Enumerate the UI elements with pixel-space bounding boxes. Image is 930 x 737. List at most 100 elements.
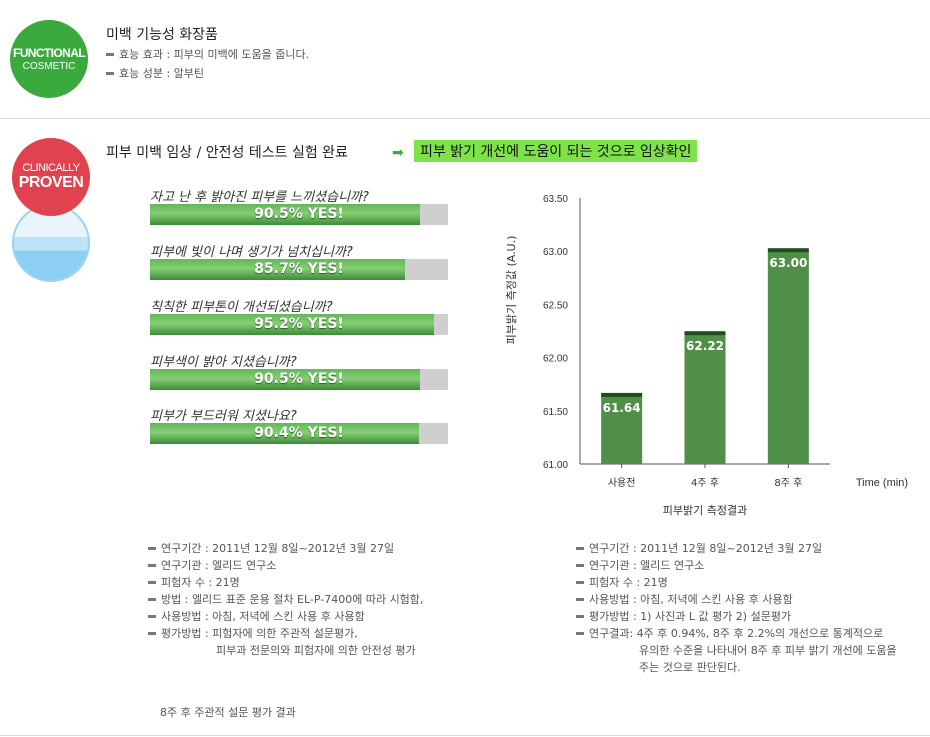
dash-icon (576, 546, 584, 550)
arrow-right-icon: ➡ (392, 145, 404, 161)
y-tick-label: 61.50 (543, 407, 568, 418)
survey-item: 피부에 빛이 나며 생기가 넘치십니까? 85.7% YES! (150, 241, 448, 280)
survey-item: 피부색이 밝아 지셨습니까? 90.5% YES! (150, 351, 448, 390)
note-text: 연구기간 : 2011년 12월 8일~2012년 3월 27일 (589, 542, 823, 555)
functional-badge-line2: COSMETIC (22, 61, 76, 72)
survey-bar: 90.4% YES! (150, 423, 448, 444)
notes-left: 연구기간 : 2011년 12월 8일~2012년 3월 27일 연구기관 : … (148, 540, 423, 659)
note-text: 피험자 수 : 21명 (589, 576, 668, 589)
x-tick-label: 4주 후 (691, 477, 719, 489)
survey-percent-label: 90.5% YES! (254, 206, 344, 222)
survey-bar: 85.7% YES! (150, 259, 448, 280)
note-row: 피험자 수 : 21명 (148, 574, 423, 591)
note-text: 연구결과: 4주 후 0.94%, 8주 후 2.2%의 개선으로 통계적으로 (589, 627, 884, 640)
note-row: 피험자 수 : 21명 (576, 574, 897, 591)
dash-icon (148, 597, 156, 601)
note-row: 평가방법 : 1) 사진과 L 값 평가 2) 설문평가 (576, 608, 897, 625)
survey-percent-label: 95.2% YES! (254, 316, 344, 332)
survey-question: 피부색이 밝아 지셨습니까? (150, 355, 297, 370)
note-text: 평가방법 : 피험자에 의한 주관적 설문평가, (161, 627, 358, 640)
skin-brightness-chart: 63.50 63.00 62.50 62.00 61.50 61.00 피부밝기 측정값 (… (505, 194, 908, 517)
y-tick-label: 63.50 (543, 194, 568, 205)
chart-bar-cap (684, 331, 726, 336)
functional-effect-line: 효능 효과 : 피부의 미백에 도움을 줍니다. (106, 46, 309, 62)
functional-effect-text: 효능 효과 : 피부의 미백에 도움을 줍니다. (119, 48, 310, 61)
survey-question: 자고 난 후 밝아진 피부를 느끼셨습니까? (150, 190, 369, 205)
dash-icon (106, 71, 114, 75)
note-text: 연구기관 : 엘리드 연구소 (589, 559, 705, 572)
note-text: 연구기간 : 2011년 12월 8일~2012년 3월 27일 (161, 542, 395, 555)
note-row: 연구결과: 4주 후 0.94%, 8주 후 2.2%의 개선으로 통계적으로 (576, 625, 897, 642)
clinically-proven-badge: CLINICALLY PROVEN (12, 138, 90, 216)
survey-bar: 90.5% YES! (150, 369, 448, 390)
note-text: 사용방법 : 아침, 저녁에 스킨 사용 후 사용함 (161, 610, 365, 623)
dash-icon (148, 546, 156, 550)
section-divider (0, 118, 930, 119)
functional-ingredient-line: 효능 성분 : 알부틴 (106, 65, 204, 81)
dash-icon (576, 631, 584, 635)
notes-right: 연구기간 : 2011년 12월 8일~2012년 3월 27일 연구기관 : … (576, 540, 897, 676)
dash-icon (148, 563, 156, 567)
survey-item: 칙칙한 피부톤이 개선되셨습니까? 95.2% YES! (150, 296, 448, 335)
survey-percent-label: 90.5% YES! (254, 371, 344, 387)
y-tick-label: 62.50 (543, 300, 568, 311)
note-row: 사용방법 : 아침, 저녁에 스킨 사용 후 사용함 (148, 608, 423, 625)
dash-icon (148, 580, 156, 584)
x-tick-label: 사용전 (608, 477, 636, 489)
clinical-badge-line2: PROVEN (18, 174, 84, 191)
dash-icon (576, 614, 584, 618)
note-continuation: 유의한 수준을 나타내어 8주 후 피부 밝기 개선에 도움을 (639, 644, 897, 657)
x-tick-label: 8주 후 (774, 477, 802, 489)
note-text: 연구기관 : 엘리드 연구소 (161, 559, 277, 572)
dash-icon (576, 563, 584, 567)
survey-percent-label: 85.7% YES! (254, 261, 344, 277)
y-tick-label: 61.00 (543, 460, 568, 471)
bottom-divider (0, 735, 930, 736)
survey-bar-fill (150, 259, 406, 280)
survey-question: 피부에 빛이 나며 생기가 넘치십니까? (150, 245, 353, 260)
chart-bar-cap (601, 392, 643, 397)
note-row: 평가방법 : 피험자에 의한 주관적 설문평가, (148, 625, 423, 642)
dash-icon (576, 580, 584, 584)
dash-icon (576, 597, 584, 601)
dash-icon (106, 52, 114, 56)
chart-bar (684, 334, 726, 464)
survey-item: 피부가 부드러워 지셨나요? 90.4% YES! (150, 405, 448, 444)
functional-badge-line1: FUNCTIONAL (13, 46, 86, 60)
chart-data-label: 63.00 (769, 256, 807, 270)
note-row: 연구기간 : 2011년 12월 8일~2012년 3월 27일 (148, 540, 423, 557)
survey-question: 칙칙한 피부톤이 개선되셨습니까? (150, 300, 333, 315)
chart-bar (601, 395, 643, 464)
note-row: 사용방법 : 아침, 저녁에 스킨 사용 후 사용함 (576, 591, 897, 608)
note-continuation: 피부과 전문의와 피험자에 의한 안전성 평가 (216, 644, 416, 657)
functional-cosmetic-badge: FUNCTIONAL COSMETIC (10, 20, 88, 98)
survey-caption: 8주 후 주관적 설문 평가 결과 (160, 706, 296, 719)
survey-bar-fill (150, 204, 420, 225)
note-continuation: 주는 것으로 판단된다. (639, 661, 741, 674)
survey-percent-label: 90.4% YES! (254, 425, 344, 441)
survey-bar-fill (150, 314, 434, 335)
chart-data-label: 62.22 (686, 339, 724, 353)
chart-bar-cap (767, 248, 809, 253)
x-axis-label: Time (min) (856, 477, 908, 489)
note-row: 연구기간 : 2011년 12월 8일~2012년 3월 27일 (576, 540, 897, 557)
y-tick-label: 62.00 (543, 354, 568, 365)
chart-data-label: 61.64 (603, 401, 641, 415)
clinical-highlight: 피부 밝기 개선에 도움이 되는 것으로 임상확인 (414, 140, 698, 162)
note-text: 방법 : 엘리드 표준 운용 절차 EL-P-7400에 따라 시험함, (161, 593, 424, 606)
survey-bar: 95.2% YES! (150, 314, 448, 335)
note-row: 연구기관 : 엘리드 연구소 (148, 557, 423, 574)
survey-bar-fill (150, 369, 420, 390)
dash-icon (148, 614, 156, 618)
note-text: 피험자 수 : 21명 (161, 576, 240, 589)
chart-bar (767, 251, 809, 464)
note-row: 방법 : 엘리드 표준 운용 절차 EL-P-7400에 따라 시험함, (148, 591, 423, 608)
dash-icon (148, 631, 156, 635)
functional-title: 미백 기능성 화장품 (106, 27, 218, 43)
functional-ingredient-text: 효능 성분 : 알부틴 (119, 67, 205, 80)
survey-item: 자고 난 후 밝아진 피부를 느끼셨습니까? 90.5% YES! (150, 186, 448, 225)
clinical-badge-line1: CLINICALLY (22, 162, 80, 174)
chart-title: 피부밝기 측정결과 (663, 504, 747, 517)
survey-bar-fill (150, 423, 420, 444)
survey-bar: 90.5% YES! (150, 204, 448, 225)
